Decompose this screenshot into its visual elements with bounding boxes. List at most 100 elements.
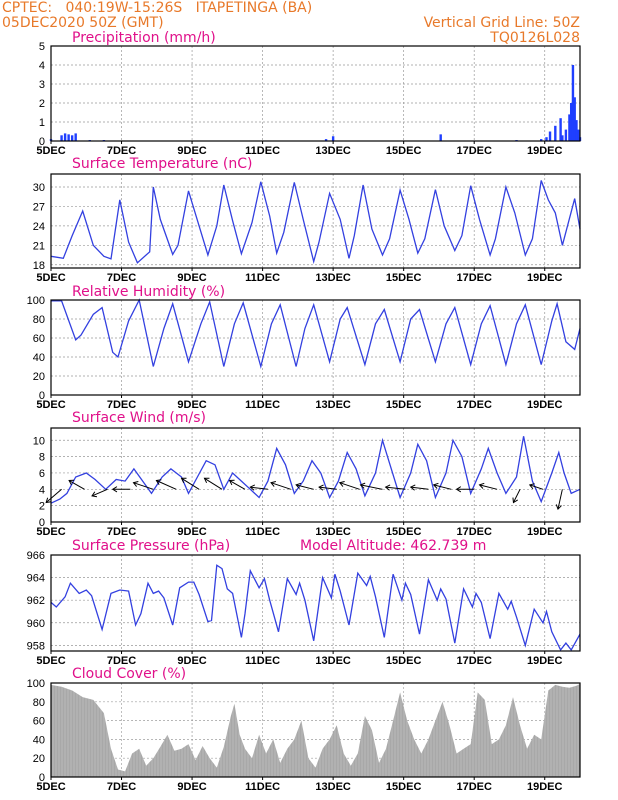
y-tick-label: 3 bbox=[39, 79, 45, 91]
x-tick-label: 7DEC bbox=[107, 272, 136, 284]
wind-vector bbox=[156, 480, 177, 490]
model-id: TQ0126L028 bbox=[489, 30, 580, 46]
x-tick-label: 5DEC bbox=[36, 399, 65, 411]
y-tick-label: 962 bbox=[27, 595, 45, 607]
wind-vector-head bbox=[384, 484, 391, 491]
wind-vector bbox=[91, 488, 108, 497]
wind-vector bbox=[512, 489, 521, 503]
wind-vector bbox=[250, 486, 268, 490]
x-tick-label: 17DEC bbox=[456, 526, 492, 538]
y-tick-label: 20 bbox=[33, 371, 45, 383]
grid-line-note: Vertical Grid Line: 50Z bbox=[424, 15, 580, 31]
wind-vector-head bbox=[203, 477, 210, 484]
y-tick-label: 964 bbox=[27, 573, 45, 585]
x-tick-label: 17DEC bbox=[456, 272, 492, 284]
wind-vector bbox=[557, 489, 563, 510]
precip-bar bbox=[559, 118, 562, 141]
panel-frame bbox=[50, 427, 581, 523]
x-tick-label: 13DEC bbox=[315, 655, 351, 667]
wind-vector bbox=[68, 480, 85, 490]
y-tick-label: 1 bbox=[39, 117, 45, 129]
wind-vector bbox=[133, 482, 154, 490]
precip-bar bbox=[63, 133, 67, 141]
precip-bar bbox=[439, 134, 442, 141]
precip-bar bbox=[569, 103, 573, 141]
wind-vector-head bbox=[111, 486, 118, 493]
y-tick-label: 60 bbox=[33, 333, 45, 345]
wind-vector-head bbox=[409, 484, 416, 491]
wind-vector-head bbox=[45, 497, 52, 504]
x-tick-label: 5DEC bbox=[36, 781, 65, 793]
wind-vector-head bbox=[528, 483, 535, 490]
x-tick-label: 13DEC bbox=[315, 272, 351, 284]
rh-series-line bbox=[51, 298, 581, 370]
run-date: 05DEC2020 50Z (GMT) bbox=[2, 15, 164, 31]
wind-vector-head bbox=[295, 482, 302, 489]
x-tick-label: 17DEC bbox=[456, 655, 492, 667]
precip-bar bbox=[70, 135, 74, 141]
precip-bar bbox=[67, 134, 70, 141]
wind-vector bbox=[479, 484, 498, 490]
x-tick-label: 7DEC bbox=[107, 399, 136, 411]
model-altitude: Model Altitude: 462.739 m bbox=[300, 538, 486, 554]
y-tick-label: 2 bbox=[39, 501, 45, 513]
y-tick-label: 4 bbox=[39, 60, 45, 72]
wind-vector-head bbox=[270, 481, 276, 487]
cloud-title: Cloud Cover (%) bbox=[72, 666, 186, 682]
temperature-title: Surface Temperature (nC) bbox=[72, 156, 253, 172]
x-tick-label: 19DEC bbox=[527, 145, 563, 157]
panel-frame bbox=[50, 45, 581, 142]
x-tick-label: 17DEC bbox=[456, 399, 492, 411]
wind-vector bbox=[433, 484, 452, 490]
station-header: CPTEC: 040:19W-15:26S ITAPETINGA (BA) bbox=[2, 0, 312, 16]
relative-humidity-panel: Relative Humidity (%) 0 20 40 60 80 100 5DEC 7D… bbox=[27, 284, 581, 411]
wind-vector-head bbox=[180, 477, 187, 484]
precipitation-title: Precipitation (mm/h) bbox=[72, 30, 216, 46]
wind-vector bbox=[360, 484, 383, 490]
wind-vector-head bbox=[432, 482, 439, 489]
y-tick-label: 80 bbox=[33, 314, 45, 326]
wind-vector-head bbox=[455, 486, 462, 493]
wind-series-line bbox=[50, 436, 581, 504]
x-tick-label: 11DEC bbox=[245, 272, 280, 284]
y-tick-label: 0 bbox=[39, 772, 45, 784]
x-tick-label: 19DEC bbox=[527, 272, 563, 284]
precip-bar bbox=[564, 129, 568, 141]
precip-bar bbox=[573, 97, 576, 141]
wind-vector-head bbox=[132, 481, 139, 487]
wind-vector-head bbox=[478, 482, 485, 489]
precip-bar bbox=[571, 65, 575, 141]
panel-frame bbox=[50, 554, 581, 652]
wind-vector bbox=[181, 477, 200, 490]
precip-bar bbox=[577, 129, 580, 141]
x-tick-label: 5DEC bbox=[36, 655, 65, 667]
x-tick-label: 9DEC bbox=[177, 655, 206, 667]
y-tick-label: 2 bbox=[39, 98, 45, 110]
pressure-series-line bbox=[50, 564, 581, 652]
y-tick-label: 100 bbox=[27, 295, 45, 307]
x-tick-label: 5DEC bbox=[36, 145, 65, 157]
cloud-cover-panel: Cloud Cover (%) 0 20 40 60 80 100 5DEC 7DEC 9DEC… bbox=[27, 666, 581, 793]
precip-bar bbox=[540, 139, 543, 141]
y-tick-label: 0 bbox=[39, 517, 45, 529]
y-tick-label: 0 bbox=[39, 390, 45, 402]
x-tick-label: 13DEC bbox=[315, 781, 351, 793]
y-tick-label: 21 bbox=[33, 240, 45, 252]
wind-vector-head bbox=[512, 497, 518, 504]
x-tick-label: 11DEC bbox=[245, 781, 280, 793]
wind-vector bbox=[339, 482, 360, 490]
y-tick-label: 30 bbox=[33, 182, 45, 194]
panel-frame bbox=[50, 173, 581, 269]
x-tick-label: 11DEC bbox=[245, 145, 280, 157]
x-tick-label: 13DEC bbox=[315, 145, 351, 157]
precip-bar bbox=[545, 137, 548, 141]
surface-temperature-panel: Surface Temperature (nC) 18 21 24 27 30 5DEC 7… bbox=[33, 156, 581, 284]
wind-vector-head bbox=[318, 484, 324, 491]
precipitation-panel: Precipitation (mm/h) 0 1 2 3 4 5 5DEC 7DEC 9DEC 1… bbox=[36, 30, 582, 157]
x-tick-label: 7DEC bbox=[107, 526, 136, 538]
y-tick-label: 60 bbox=[33, 716, 45, 728]
x-tick-label: 13DEC bbox=[315, 399, 351, 411]
wind-vector-head bbox=[228, 479, 235, 486]
y-tick-label: 960 bbox=[27, 618, 45, 630]
wind-vector bbox=[45, 488, 62, 503]
